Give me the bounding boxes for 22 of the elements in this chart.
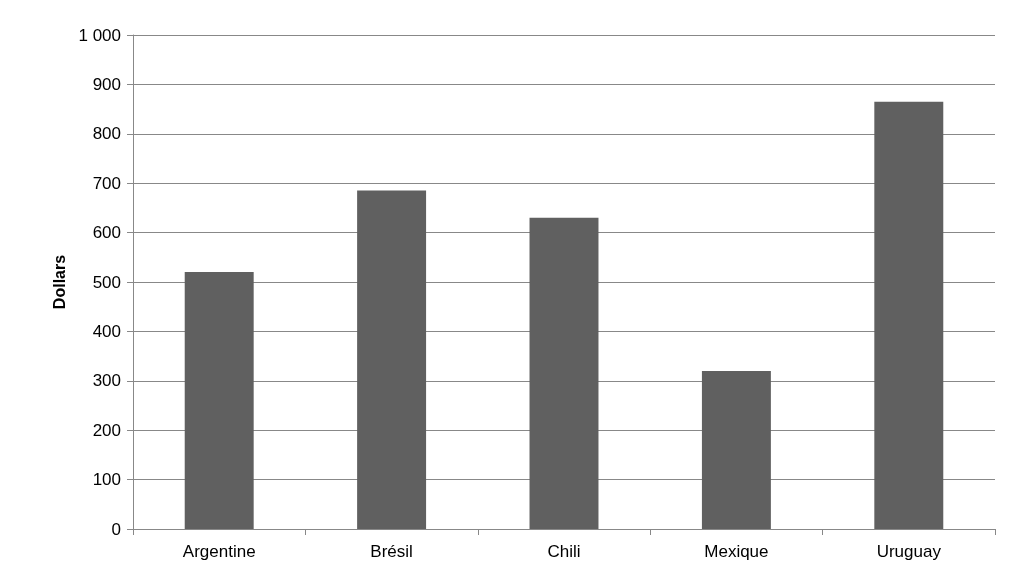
y-tick-label: 800 [92, 124, 121, 144]
bar [184, 272, 254, 529]
bar [874, 101, 944, 529]
y-tick-label: 600 [92, 223, 121, 243]
y-tick-label: 900 [92, 74, 121, 94]
y-tick-label: 700 [92, 173, 121, 193]
y-tick-label: 100 [92, 470, 121, 490]
y-tick-label: 0 [111, 519, 121, 539]
y-axis-title: Dollars [51, 254, 69, 310]
bar [529, 217, 599, 529]
x-tick-label: Uruguay [876, 542, 942, 561]
x-tick-label: Mexique [704, 542, 769, 561]
y-tick-label: 400 [92, 321, 121, 341]
bar [357, 190, 427, 529]
x-tick-label: Argentine [182, 542, 256, 561]
y-tick-label: 1 000 [78, 25, 121, 45]
x-tick-label: Brésil [370, 542, 413, 561]
bar [701, 370, 771, 529]
y-tick-label: 200 [92, 420, 121, 440]
x-tick-label: Chili [547, 542, 581, 561]
y-tick-label: 500 [92, 272, 121, 292]
y-tick-label: 300 [92, 371, 121, 391]
